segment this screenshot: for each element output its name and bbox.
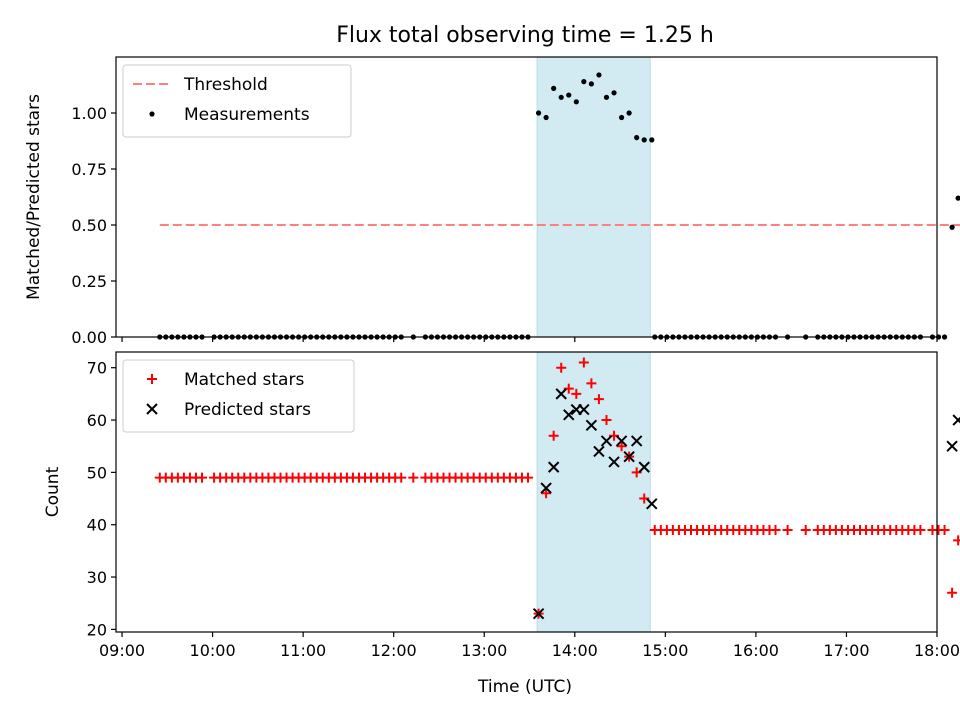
x-tick-label: 16:00 (733, 641, 779, 660)
data-point-x (608, 456, 620, 468)
y-tick-label: 1.00 (71, 104, 107, 123)
data-point-dot (641, 137, 647, 143)
data-point-plus (197, 472, 208, 483)
shaded-interval (536, 56, 651, 338)
data-point-dot (596, 72, 602, 78)
data-point-x (946, 440, 958, 452)
data-point-x (630, 435, 643, 447)
y-tick-label: 0.50 (71, 216, 107, 235)
data-point-dot (566, 92, 572, 98)
x-tick-label: 13:00 (461, 641, 507, 660)
data-point-plus (593, 394, 604, 405)
data-point-plus (578, 357, 589, 368)
data-point-x (578, 403, 590, 416)
data-point-x (585, 419, 598, 431)
data-point-x (540, 482, 552, 494)
data-point-x (646, 498, 658, 510)
data-point-plus (782, 524, 793, 535)
data-point-plus (947, 587, 958, 598)
x-tick-label: 10:00 (190, 641, 236, 660)
data-point-x (615, 435, 628, 447)
data-point-plus (586, 378, 597, 389)
data-point-x (623, 450, 635, 463)
legend-label: Matched stars (184, 370, 304, 390)
data-point-x (555, 388, 567, 400)
data-point-x (593, 445, 605, 458)
data-point-x (532, 607, 545, 620)
legend-swatch (147, 374, 157, 384)
y-tick-label: 50 (87, 463, 107, 482)
data-point-plus (601, 415, 612, 426)
x-axis-label: Time (UTC) (477, 677, 572, 697)
legend-swatch (149, 111, 155, 117)
y-tick-label: 70 (87, 359, 107, 378)
y-tick-label: 0.25 (71, 272, 107, 291)
legend-box (122, 359, 355, 433)
data-point-plus (541, 488, 552, 499)
y-tick-label: 20 (87, 620, 107, 639)
x-tick-label: 12:00 (371, 641, 417, 660)
legend-label: Measurements (184, 105, 310, 125)
x-tick-label: 14:00 (552, 641, 598, 660)
y-axis-label: Matched/Predicted stars (24, 94, 44, 300)
x-tick-label: 15:00 (642, 641, 688, 660)
data-point-plus (548, 430, 559, 441)
y-tick-label: 40 (87, 516, 107, 535)
data-point-plus (396, 472, 407, 483)
shaded-interval (536, 351, 651, 633)
data-point-x (563, 409, 575, 421)
axes-frame (115, 351, 938, 633)
data-point-dot (535, 110, 542, 116)
data-point-x (547, 461, 560, 473)
data-point-plus (571, 388, 582, 399)
data-point-plus (616, 441, 627, 452)
y-tick-label: 0.00 (71, 328, 107, 347)
legend-swatch (146, 403, 158, 415)
y-axis-label: Count (43, 466, 63, 517)
legend: Threshold Measurements (122, 64, 352, 138)
data-point-dot (588, 81, 594, 87)
data-point-dot (603, 94, 610, 100)
legend-box (122, 64, 352, 138)
data-point-plus (556, 362, 567, 373)
data-point-dot (551, 85, 557, 91)
data-point-dot (626, 110, 632, 116)
data-point-dot (543, 114, 549, 121)
x-tick-label: 09:00 (99, 641, 145, 660)
data-point-plus (523, 472, 534, 483)
data-point-plus (939, 524, 950, 535)
bottom-subplot: 20 30 40 50 60 70 Count 09:00 10:00 11:00 12:00 13:… (43, 351, 960, 660)
y-tick-label: 30 (87, 568, 107, 587)
data-point-x (600, 435, 613, 447)
data-point-plus (953, 535, 960, 546)
data-point-plus (408, 472, 419, 483)
legend-label: Threshold (183, 75, 268, 95)
data-point-plus (800, 524, 811, 535)
data-point-dot (618, 114, 625, 121)
data-point-dot (941, 334, 948, 340)
top-subplot: 0.00 0.25 0.50 0.75 1.00 Matched/Predicted st… (24, 56, 960, 347)
data-point-dot (949, 224, 955, 230)
data-point-dot (558, 94, 564, 100)
legend-label: Predicted stars (184, 400, 311, 420)
data-point-dot (649, 137, 655, 143)
data-point-dot (611, 90, 617, 96)
axes-frame (115, 56, 938, 338)
data-point-plus (770, 524, 781, 535)
data-point-x (952, 414, 960, 426)
x-tick-label: 18:00 (914, 641, 960, 660)
y-tick-label: 60 (87, 411, 107, 430)
data-point-dot (955, 195, 960, 201)
data-point-plus (915, 524, 926, 535)
data-point-dot (573, 99, 579, 105)
x-tick-label: 11:00 (280, 641, 326, 660)
data-point-x (638, 461, 650, 473)
chart-title: Flux total observing time = 1.25 h (336, 23, 714, 48)
legend: Matched stars Predicted stars (122, 359, 355, 433)
data-point-dot (581, 79, 587, 85)
data-point-dot (634, 135, 640, 141)
x-tick-label: 17:00 (823, 641, 869, 660)
y-tick-label: 0.75 (71, 160, 107, 179)
